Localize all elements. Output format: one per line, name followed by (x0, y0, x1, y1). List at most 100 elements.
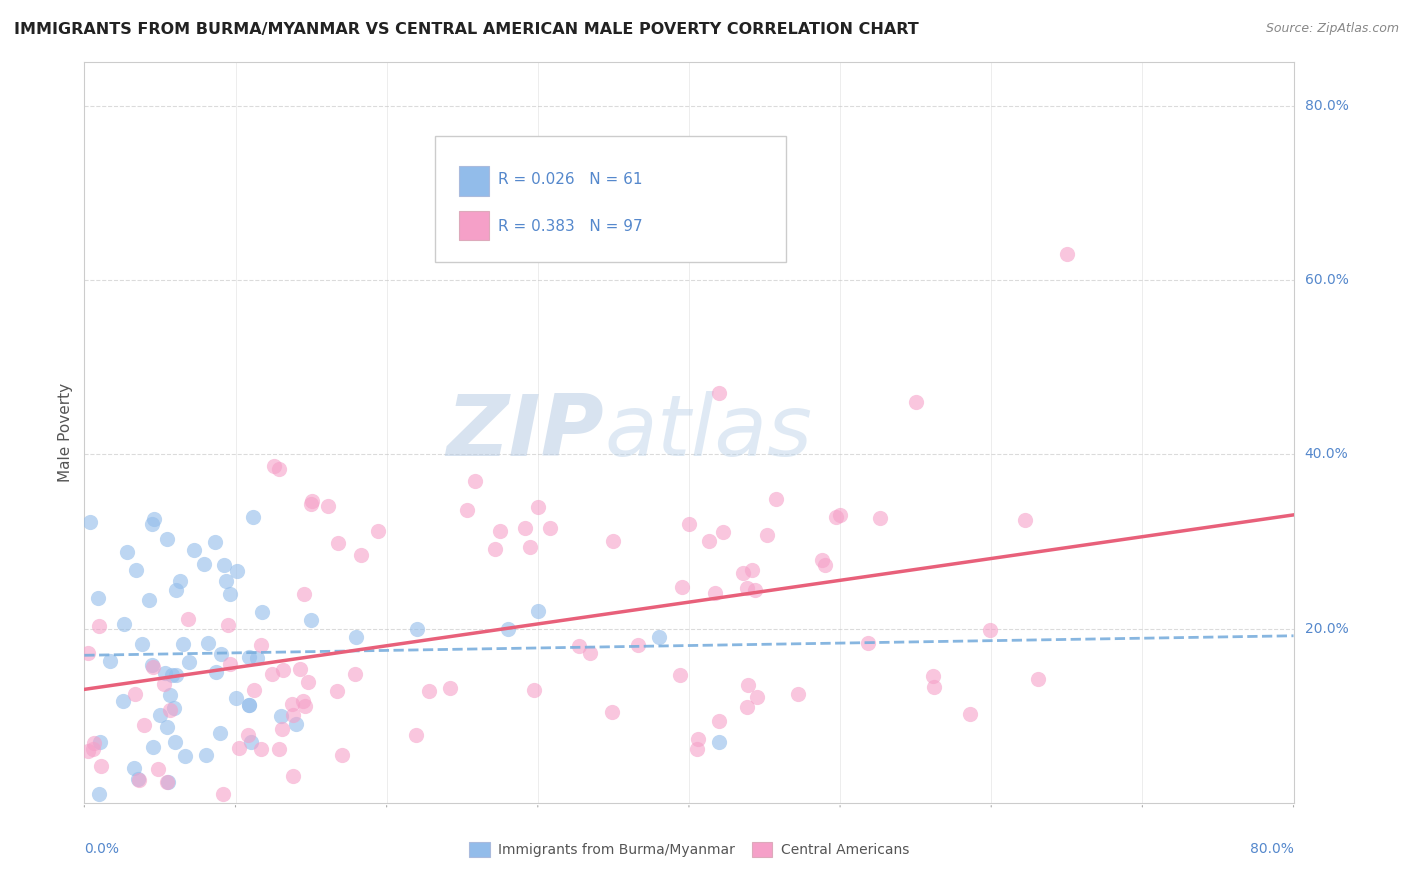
Text: 80.0%: 80.0% (1250, 842, 1294, 855)
Point (456, 503, 478, 517)
Point (297, 674, 319, 689)
Point (219, 587, 242, 601)
Point (117, 545, 139, 559)
Point (138, 593, 160, 607)
Point (735, 700, 758, 714)
Point (160, 668, 183, 682)
Point (143, 512, 166, 526)
Point (267, 742, 290, 756)
Bar (460, 211, 489, 240)
Point (281, 769, 304, 783)
Y-axis label: Male Poverty: Male Poverty (58, 383, 73, 483)
Point (183, 543, 205, 558)
Point (292, 587, 315, 601)
Point (156, 532, 179, 546)
Point (217, 617, 239, 632)
Text: 60.0%: 60.0% (1305, 273, 1348, 287)
Point (169, 574, 191, 588)
Point (697, 534, 720, 549)
Point (149, 707, 172, 722)
Text: R = 0.383   N = 97: R = 0.383 N = 97 (498, 219, 643, 235)
Point (267, 462, 290, 476)
Point (869, 510, 891, 524)
Text: Source: ZipAtlas.com: Source: ZipAtlas.com (1265, 22, 1399, 36)
Point (98, 654, 121, 668)
Point (238, 650, 260, 665)
Point (238, 728, 260, 742)
Text: R = 0.026   N = 61: R = 0.026 N = 61 (498, 172, 643, 187)
Point (238, 698, 260, 713)
Point (979, 624, 1001, 638)
Point (250, 639, 273, 653)
Point (744, 582, 766, 597)
Point (193, 557, 215, 571)
Point (922, 669, 945, 683)
Point (745, 690, 768, 705)
Point (830, 508, 852, 523)
Point (141, 517, 163, 532)
Point (197, 636, 219, 650)
Point (250, 605, 273, 619)
Point (159, 703, 181, 717)
Point (83, 736, 105, 750)
Point (228, 740, 250, 755)
Point (756, 528, 779, 542)
Point (155, 774, 177, 789)
Point (707, 714, 730, 729)
Point (711, 524, 734, 539)
Point (263, 458, 285, 473)
Point (513, 521, 536, 535)
Point (165, 668, 187, 682)
Point (484, 542, 506, 557)
Point (76, 744, 98, 758)
Point (731, 566, 754, 580)
Point (205, 665, 228, 679)
Point (128, 773, 150, 788)
Point (173, 749, 195, 764)
Point (124, 687, 146, 701)
Point (735, 582, 758, 596)
Point (439, 681, 461, 695)
Point (904, 395, 927, 409)
Point (165, 735, 187, 749)
Point (325, 684, 347, 698)
Text: ZIP: ZIP (447, 391, 605, 475)
Point (165, 583, 187, 598)
Point (87, 591, 110, 605)
Point (527, 604, 550, 618)
Point (225, 565, 247, 579)
Point (709, 735, 731, 749)
Point (271, 723, 294, 737)
Point (496, 622, 519, 636)
Point (212, 787, 235, 801)
Point (627, 638, 650, 652)
Point (172, 637, 194, 651)
Point (346, 630, 368, 644)
Point (141, 658, 163, 673)
Point (177, 612, 200, 626)
Point (163, 700, 186, 714)
Point (299, 497, 322, 511)
Point (349, 549, 371, 563)
Point (204, 535, 226, 549)
Point (811, 553, 834, 567)
Point (209, 726, 232, 740)
Point (519, 540, 541, 554)
Point (132, 717, 155, 731)
Point (281, 698, 304, 712)
Point (367, 524, 389, 539)
Point (243, 683, 266, 698)
Point (146, 762, 169, 776)
Point (922, 680, 945, 694)
Point (709, 386, 731, 401)
Point (111, 694, 134, 708)
Point (283, 708, 305, 723)
Point (488, 524, 510, 538)
Point (292, 694, 315, 708)
Point (122, 761, 145, 775)
Point (856, 636, 879, 650)
Point (648, 630, 671, 644)
Text: 80.0%: 80.0% (1305, 99, 1348, 113)
Point (177, 655, 200, 669)
Point (249, 742, 271, 756)
